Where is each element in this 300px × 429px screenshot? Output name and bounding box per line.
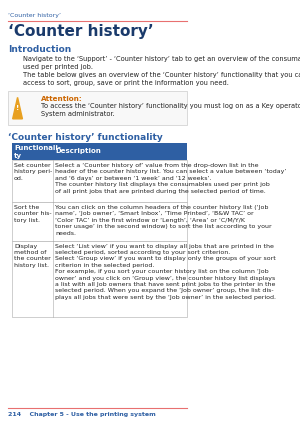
Polygon shape — [13, 97, 22, 119]
FancyBboxPatch shape — [12, 160, 187, 202]
Text: Select ‘List view’ if you want to display all jobs that are printed in the
selec: Select ‘List view’ if you want to displa… — [55, 244, 276, 300]
Text: Select a ‘Counter history of’ value from the drop-down list in the
header of the: Select a ‘Counter history of’ value from… — [55, 163, 287, 193]
Text: Display
method of
the counter
history list.: Display method of the counter history li… — [14, 244, 51, 268]
Text: !: ! — [16, 105, 19, 111]
Text: Navigate to the ‘Support’ - ‘Counter history’ tab to get an overview of the cons: Navigate to the ‘Support’ - ‘Counter his… — [23, 56, 300, 70]
FancyBboxPatch shape — [12, 202, 187, 241]
Text: You can click on the column headers of the counter history list (‘Job
name’, ‘Jo: You can click on the column headers of t… — [55, 205, 272, 236]
FancyBboxPatch shape — [8, 91, 187, 125]
Text: Introduction: Introduction — [8, 45, 71, 54]
Text: 214    Chapter 5 - Use the printing system: 214 Chapter 5 - Use the printing system — [8, 412, 156, 417]
Text: ‘Counter history’: ‘Counter history’ — [8, 13, 61, 18]
Text: ‘Counter history’: ‘Counter history’ — [8, 24, 153, 39]
Text: ‘Counter history’ functionality: ‘Counter history’ functionality — [8, 133, 163, 142]
FancyBboxPatch shape — [12, 241, 187, 317]
Text: Attention:: Attention: — [41, 96, 83, 102]
Text: Functionali-
ty: Functionali- ty — [14, 145, 61, 158]
Text: Set counter
history peri-
od.: Set counter history peri- od. — [14, 163, 52, 181]
Text: Description: Description — [55, 148, 101, 154]
Text: The table below gives an overview of the ‘Counter history’ functionality that yo: The table below gives an overview of the… — [23, 72, 300, 86]
FancyBboxPatch shape — [12, 143, 187, 160]
Text: Sort the
counter his-
tory list.: Sort the counter his- tory list. — [14, 205, 52, 223]
Text: To access the ‘Counter history’ functionality you must log on as a Key operator : To access the ‘Counter history’ function… — [41, 103, 300, 117]
